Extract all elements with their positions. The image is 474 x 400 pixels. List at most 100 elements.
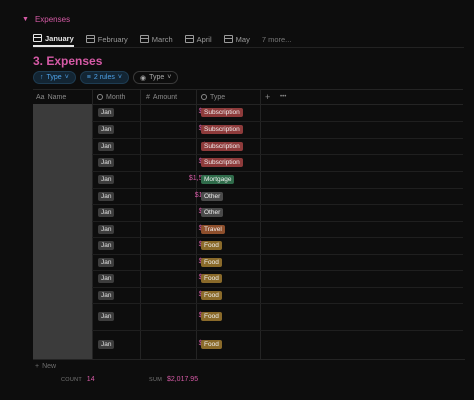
type-tag: Food (201, 241, 222, 250)
chip-label: Type (149, 74, 165, 81)
tab-april[interactable]: April (184, 31, 212, 47)
tab-january[interactable]: January (33, 31, 74, 47)
toggle-label: Expenses (34, 15, 71, 24)
column-month[interactable]: Month (97, 90, 125, 104)
type-tag: Subscription (201, 108, 243, 117)
chip-label: Type (46, 74, 62, 81)
sum-value: $2,017.95 (166, 376, 199, 383)
table-row[interactable]: Jan$56.00Food (92, 237, 463, 255)
type-tag: Food (201, 340, 222, 349)
tab-label: February (97, 34, 128, 44)
expenses-toggle[interactable]: ▼ Expenses (22, 15, 70, 24)
filter-bar: ↑ Type ˅ ≡ 2 rules ˅ ◉ Type ˅ (33, 71, 179, 84)
month-tag: Jan (98, 340, 115, 349)
table-row[interactable]: Jan$1.49Subscription (92, 138, 463, 155)
select-icon (97, 94, 103, 100)
table-row[interactable]: Jan$10.59Travel (92, 221, 463, 238)
table-icon (33, 34, 42, 42)
table-row[interactable]: Jan$84.00Subscription (92, 121, 463, 139)
table-header: Aa Name Month # Amount Type + ••• (33, 89, 463, 105)
sort-chip[interactable]: ↑ Type ˅ (33, 71, 76, 84)
table-row[interactable]: Jan$15.74Food (92, 270, 463, 288)
table-row[interactable]: Jan$163.71Other (92, 188, 463, 205)
group-chip[interactable]: ◉ Type ˅ (132, 71, 179, 84)
chip-label: 2 rules (93, 74, 115, 81)
column-divider (140, 89, 141, 359)
text-icon: Aa (36, 93, 45, 101)
month-tag: Jan (98, 291, 115, 300)
month-tag: Jan (98, 225, 115, 234)
column-divider (196, 89, 197, 359)
table-row[interactable]: Jan$39.00Food (92, 254, 463, 271)
tab-february[interactable]: February (85, 31, 128, 47)
chevron-down-icon: ˅ (64, 74, 69, 81)
month-tag: Jan (98, 192, 115, 201)
tab-may[interactable]: May (223, 31, 250, 47)
table-icon (139, 35, 149, 43)
table-row[interactable]: Jan$1,515.14Mortgage (92, 171, 463, 189)
column-label: Name (47, 93, 67, 101)
column-label: Month (106, 93, 126, 101)
month-tag: Jan (98, 125, 115, 134)
column-divider (92, 89, 93, 359)
table-row[interactable]: Jan$41.00Food (92, 303, 463, 331)
status-icon: ◉ (139, 74, 147, 82)
more-options-button[interactable]: ••• (280, 94, 287, 100)
column-label: Amount (152, 93, 178, 101)
rules-chip[interactable]: ≡ 2 rules ˅ (79, 71, 129, 84)
tab-label: March (151, 34, 173, 44)
table-row[interactable]: Jan$12.49Subscription (92, 154, 463, 172)
plus-icon: + (35, 362, 40, 370)
type-tag: Other (201, 208, 224, 217)
type-tag: Subscription (201, 125, 243, 134)
type-tag: Travel (201, 225, 225, 234)
type-tag: Other (201, 192, 224, 201)
month-tag: Jan (98, 208, 115, 217)
table-row[interactable]: Jan$12.70Food (92, 330, 463, 360)
table-row[interactable]: Jan$31.10Other (92, 204, 463, 222)
table-icon (223, 35, 233, 43)
tab-label: May (235, 34, 250, 44)
column-type[interactable]: Type (201, 90, 225, 104)
month-tag: Jan (98, 274, 115, 283)
caret-down-icon[interactable]: ▼ (22, 16, 29, 23)
month-tag: Jan (98, 142, 115, 151)
tab-label: January (45, 33, 74, 43)
month-tag: Jan (98, 312, 115, 321)
count-summary[interactable]: COUNT 14 (61, 376, 95, 383)
chevron-down-icon: ˅ (167, 74, 172, 81)
table-row[interactable]: Jan$13.00Food (92, 287, 463, 304)
new-row-button[interactable]: + New (33, 359, 465, 372)
number-icon: # (146, 93, 150, 101)
tab-march[interactable]: March (139, 31, 173, 47)
add-column-button[interactable]: + (265, 92, 271, 102)
select-icon (201, 94, 207, 100)
column-name[interactable]: Aa Name (36, 90, 66, 104)
column-amount[interactable]: # Amount (146, 90, 177, 104)
more-tabs-button[interactable]: 7 more... (261, 34, 292, 44)
type-tag: Food (201, 312, 222, 321)
chevron-down-icon: ˅ (117, 74, 122, 81)
type-tag: Mortgage (201, 175, 235, 184)
table-row[interactable]: Jan$21.99Subscription (92, 104, 463, 122)
month-tag: Jan (98, 175, 115, 184)
count-label: COUNT (61, 377, 82, 383)
tab-label: April (196, 34, 212, 44)
new-label: New (42, 362, 57, 370)
filter-icon: ≡ (86, 74, 91, 81)
type-tag: Food (201, 291, 222, 300)
type-tag: Food (201, 274, 222, 283)
table-icon (184, 35, 194, 43)
month-tag: Jan (98, 258, 115, 267)
view-tabs: January February March April May 7 more.… (33, 31, 464, 48)
type-tag: Subscription (201, 158, 243, 167)
arrow-up-icon: ↑ (40, 74, 44, 81)
column-label: Type (210, 93, 226, 101)
type-tag: Food (201, 258, 222, 267)
month-tag: Jan (98, 108, 115, 117)
table-icon (85, 35, 95, 43)
sum-summary[interactable]: SUM $2,017.95 (149, 376, 198, 383)
type-tag: Subscription (201, 142, 243, 151)
column-divider (260, 89, 261, 359)
view-title: 3. Expenses (33, 54, 103, 68)
